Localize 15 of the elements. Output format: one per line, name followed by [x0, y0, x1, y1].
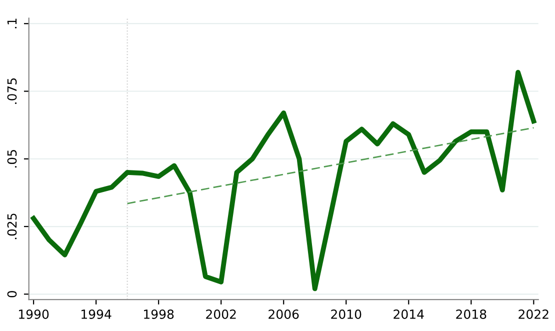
x-tick-label: 2006 — [268, 310, 299, 319]
x-tick-label: 2018 — [456, 310, 486, 319]
x-tick-label: 1998 — [144, 310, 174, 319]
x-tick-label: 1994 — [82, 310, 112, 319]
line-series — [31, 70, 536, 292]
y-tick-label: .075 — [7, 78, 17, 104]
x-tick-label: 2010 — [331, 310, 362, 319]
y-tick-label: .05 — [7, 150, 17, 168]
y-tick-label: 0 — [7, 291, 17, 298]
x-tick-label: 2002 — [206, 310, 236, 319]
y-tick-label: .1 — [7, 18, 17, 28]
y-tick-label: .025 — [7, 214, 17, 240]
x-tick-label: 2022 — [518, 310, 548, 319]
x-tick-label: 2014 — [394, 310, 424, 319]
x-tick-label: 1990 — [19, 310, 49, 319]
